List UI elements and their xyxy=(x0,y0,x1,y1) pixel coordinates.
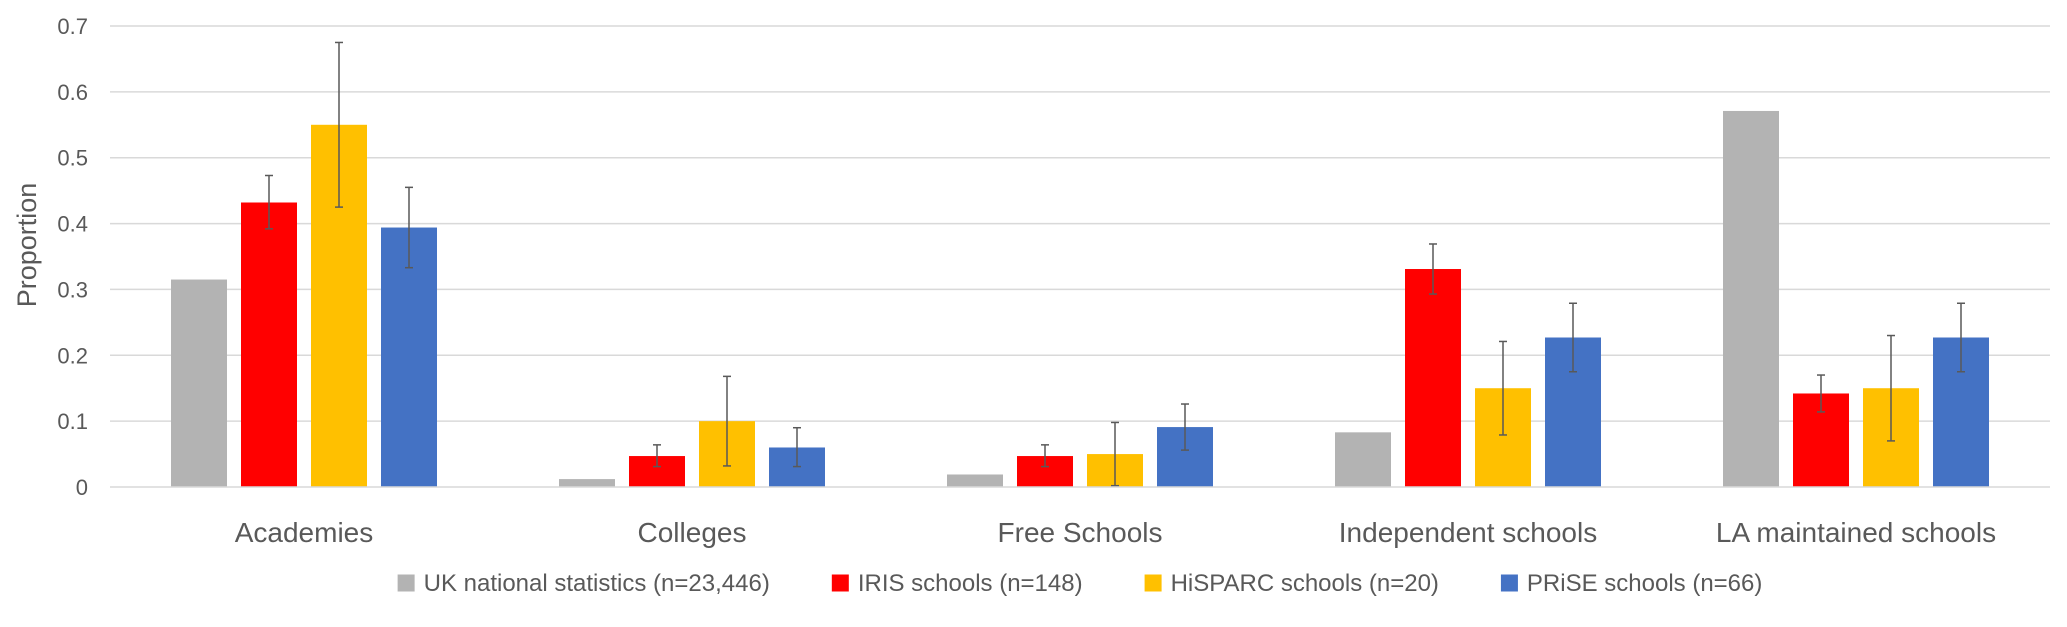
axes: 0 0.1 0.2 0.3 0.4 0.5 0.6 0.7 Academies Colleges F… xyxy=(57,14,2050,548)
y-tick-label: 0.5 xyxy=(57,146,88,171)
bars xyxy=(171,110,1989,488)
legend: UK national statistics (n=23,446) IRIS sc… xyxy=(397,570,1762,597)
legend-label: UK national statistics (n=23,446) xyxy=(424,570,770,597)
y-tick-label: 0.6 xyxy=(57,80,88,105)
y-tick-label: 0 xyxy=(76,475,88,500)
category-label: Free Schools xyxy=(998,517,1163,548)
legend-label: HiSPARC schools (n=20) xyxy=(1171,570,1439,597)
legend-swatch xyxy=(1144,574,1162,592)
y-tick-label: 0.7 xyxy=(57,14,88,39)
legend-swatch xyxy=(831,574,849,592)
legend-label: PRiSE schools (n=66) xyxy=(1527,570,1762,597)
bar xyxy=(1723,110,1779,487)
bar xyxy=(947,474,1003,487)
y-tick-label: 0.1 xyxy=(57,409,88,434)
y-axis-title: Proportion xyxy=(12,183,42,308)
category-label: Academies xyxy=(235,517,374,548)
legend-item: IRIS schools (n=148) xyxy=(831,570,1083,597)
bar xyxy=(241,202,297,488)
bar xyxy=(559,479,615,487)
y-tick-label: 0.4 xyxy=(57,212,88,237)
legend-swatch xyxy=(1500,574,1518,592)
y-tick-label: 0.2 xyxy=(57,343,88,368)
legend-item: PRiSE schools (n=66) xyxy=(1500,570,1762,597)
bar xyxy=(1335,432,1391,487)
bar xyxy=(171,279,227,487)
category-label: Colleges xyxy=(638,517,747,548)
legend-swatch xyxy=(397,574,415,592)
legend-label: IRIS schools (n=148) xyxy=(858,570,1083,597)
error-bars xyxy=(265,41,1965,487)
bar xyxy=(1405,269,1461,487)
legend-item: UK national statistics (n=23,446) xyxy=(397,570,770,597)
bar xyxy=(381,227,437,487)
legend-item: HiSPARC schools (n=20) xyxy=(1144,570,1439,597)
category-label: LA maintained schools xyxy=(1716,517,1996,548)
category-label: Independent schools xyxy=(1339,517,1597,548)
y-tick-label: 0.3 xyxy=(57,277,88,302)
